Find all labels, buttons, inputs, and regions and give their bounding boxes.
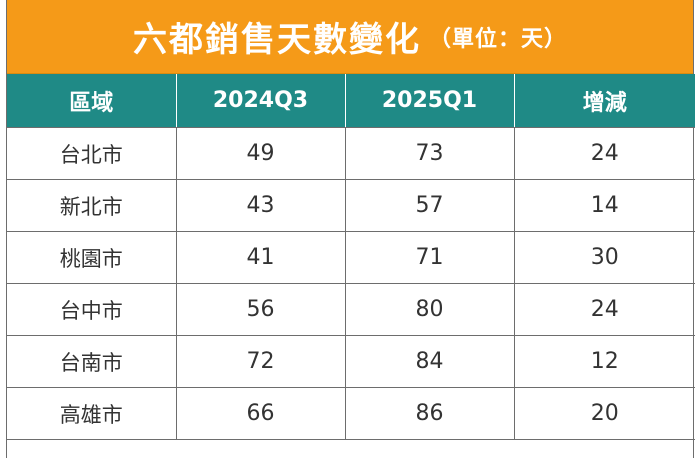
- region-cell: 台北市: [7, 127, 177, 180]
- table-row: 台南市 72 84 12: [7, 335, 695, 388]
- value-2025q1-cell: 86: [345, 387, 515, 440]
- change-cell: 12: [514, 335, 695, 388]
- value-2024q3-cell: 41: [176, 231, 346, 284]
- value-2024q3-cell: 56: [176, 283, 346, 336]
- change-cell: 14: [514, 179, 695, 232]
- header-2025q1: 2025Q1: [345, 74, 515, 128]
- change-cell: 30: [514, 231, 695, 284]
- unit-label: （單位：天）: [428, 26, 567, 52]
- sales-days-table-card: 六都銷售天數變化 （單位：天） 區域 2024Q3 2025Q1 增減 台北市 …: [6, 0, 695, 458]
- region-cell: 新北市: [7, 179, 177, 232]
- region-cell: 高雄市: [7, 387, 177, 440]
- change-cell: 24: [514, 127, 695, 180]
- region-cell: 台中市: [7, 283, 177, 336]
- value-2025q1-cell: 73: [345, 127, 515, 180]
- table-row: 台中市 56 80 24: [7, 283, 695, 336]
- sales-days-table: 區域 2024Q3 2025Q1 增減 台北市 49 73 24 新北市 43 …: [7, 74, 695, 440]
- header-2024q3: 2024Q3: [176, 74, 346, 128]
- table-row: 桃園市 41 71 30: [7, 231, 695, 284]
- value-2025q1-cell: 84: [345, 335, 515, 388]
- change-cell: 24: [514, 283, 695, 336]
- header-change: 增減: [514, 74, 695, 128]
- value-2025q1-cell: 71: [345, 231, 515, 284]
- table-row: 高雄市 66 86 20: [7, 387, 695, 440]
- table-row: 台北市 49 73 24: [7, 127, 695, 180]
- table-title: 六都銷售天數變化: [132, 20, 421, 60]
- value-2025q1-cell: 57: [345, 179, 515, 232]
- value-2025q1-cell: 80: [345, 283, 515, 336]
- region-cell: 台南市: [7, 335, 177, 388]
- table-row: 新北市 43 57 14: [7, 179, 695, 232]
- value-2024q3-cell: 43: [176, 179, 346, 232]
- title-bar: 六都銷售天數變化 （單位：天）: [7, 0, 693, 74]
- value-2024q3-cell: 49: [176, 127, 346, 180]
- value-2024q3-cell: 72: [176, 335, 346, 388]
- change-cell: 20: [514, 387, 695, 440]
- value-2024q3-cell: 66: [176, 387, 346, 440]
- region-cell: 桃園市: [7, 231, 177, 284]
- header-region: 區域: [7, 74, 177, 128]
- header-row: 區域 2024Q3 2025Q1 增減: [7, 74, 695, 128]
